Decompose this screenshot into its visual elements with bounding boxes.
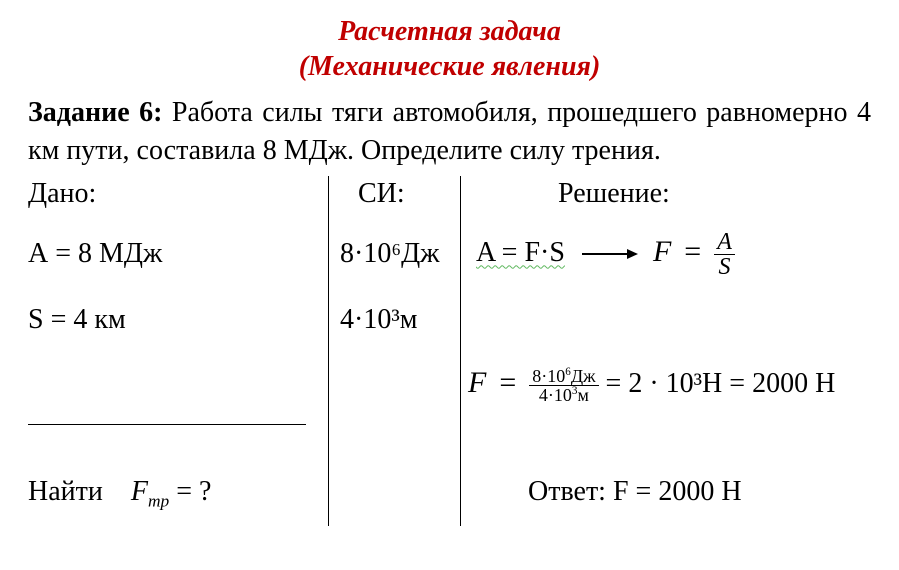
task-label: Задание 6: [28,97,162,128]
title-line-2: (Механические явления) [28,49,871,84]
formula-F: F [653,235,671,268]
frac2-num: 8·106Дж [529,367,598,386]
fraction-numeric: 8·106Дж 4·103м [529,367,598,404]
formula2-F: F [468,366,486,399]
arrow-icon [582,253,636,255]
fraction-A-over-S: A S [714,230,735,279]
frac2-den: 4·103м [529,386,598,404]
divider-1 [328,176,329,526]
answer-row: Ответ: F = 2000 Н [528,476,742,508]
formula-numeric: F = 8·106Дж 4·103м = 2 · 10³Н = 2000 Н [468,366,835,404]
solution-area: Дано: СИ: Решение: А = 8 МДж 8·10⁶Дж S =… [28,176,871,536]
answer-value: F = 2000 Н [613,476,742,507]
si-A: 8·10⁶Дж [340,238,440,270]
formula2-eq: = [499,366,516,399]
given-S: S = 4 км [28,304,126,336]
find-F: F [131,476,148,507]
formula-lhs: A = F·S [476,237,565,268]
formula-A-FS: A = F·S F = A S [476,230,735,279]
formula2-result: = 2 · 10³Н = 2000 Н [606,368,836,399]
si-S: 4·10³м [340,304,417,336]
problem-statement: Задание 6: Работа силы тяги автомобиля, … [28,94,871,170]
col-head-si: СИ: [358,178,405,210]
answer-label: Ответ: [528,476,613,507]
frac-den-S: S [714,255,735,279]
title-line-1: Расчетная задача [28,14,871,49]
given-A: А = 8 МДж [28,238,162,270]
page: Расчетная задача (Механические явления) … [0,0,899,536]
find-sub: тр [148,491,169,510]
col-head-given: Дано: [28,178,96,210]
divider-2 [460,176,461,526]
find-label: Найти [28,476,103,507]
frac-num-A: A [714,230,735,255]
col-head-solution: Решение: [558,178,670,210]
find-row: Найти Fтр = ? [28,476,211,508]
formula-eq1: = [684,235,701,268]
given-divider [28,424,306,425]
find-tail: = ? [169,476,211,507]
